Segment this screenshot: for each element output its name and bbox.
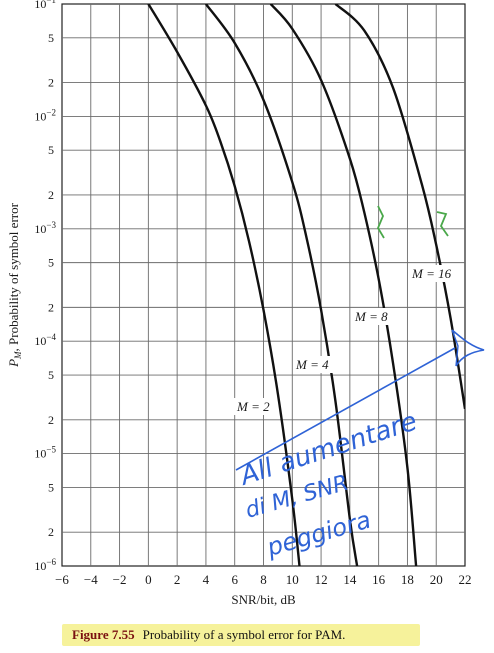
x-tick-label: −2 — [113, 572, 127, 587]
x-tick-label: 2 — [174, 572, 181, 587]
series-line — [204, 4, 359, 566]
x-tick-label: 22 — [459, 572, 472, 587]
series-label: M = 4 — [295, 357, 329, 372]
y-tick-label: 10−2 — [34, 107, 56, 123]
figure-caption-text: Probability of a symbol error for PAM. — [142, 627, 346, 642]
series-line — [334, 4, 465, 410]
series-label: M = 8 — [354, 309, 388, 324]
y-tick-label: 5 — [48, 368, 54, 382]
x-tick-label: 14 — [343, 572, 357, 587]
figure-number: Figure 7.55 — [72, 627, 135, 642]
x-tick-label: 12 — [315, 572, 328, 587]
annotation-arrow-stroke — [451, 329, 459, 367]
series-line — [269, 4, 418, 566]
x-tick-label: 8 — [260, 572, 267, 587]
x-tick-label: 10 — [286, 572, 299, 587]
green-mark-left — [376, 205, 385, 239]
y-tick-label: 10−1 — [34, 0, 56, 11]
annotation-arrow-line — [235, 347, 456, 471]
y-tick-label: 10−4 — [34, 332, 56, 348]
y-tick-label: 2 — [48, 188, 54, 202]
y-tick-label: 2 — [48, 413, 54, 427]
y-tick-label: 10−5 — [34, 445, 56, 461]
x-axis-label: SNR/bit, dB — [231, 592, 296, 607]
series-label-bg — [352, 308, 392, 325]
y-tick-label: 2 — [48, 525, 54, 539]
x-tick-label: −6 — [55, 572, 69, 587]
y-tick-label: 5 — [48, 31, 54, 45]
x-tick-label: 0 — [145, 572, 152, 587]
x-tick-label: 4 — [203, 572, 210, 587]
figure-caption: Figure 7.55 Probability of a symbol erro… — [62, 624, 420, 646]
y-tick-label: 10−6 — [34, 557, 56, 573]
y-tick-label: 2 — [48, 76, 54, 90]
x-tick-label: 18 — [401, 572, 414, 587]
y-axis-label: PM, Probability of symbol error — [6, 202, 23, 368]
y-tick-label: 5 — [48, 256, 54, 270]
green-mark-right — [436, 211, 449, 237]
series-label: M = 16 — [411, 266, 452, 281]
y-tick-label: 10−3 — [34, 220, 56, 236]
series-label: M = 2 — [236, 399, 270, 414]
annotation-arrow-head — [451, 329, 485, 367]
x-tick-label: −4 — [84, 572, 98, 587]
x-tick-label: 6 — [231, 572, 238, 587]
x-tick-label: 16 — [372, 572, 386, 587]
y-tick-label: 5 — [48, 143, 54, 157]
series-label-bg — [293, 356, 333, 373]
series-line — [147, 4, 301, 566]
y-tick-label: 5 — [48, 480, 54, 494]
series-label-bg — [409, 265, 456, 282]
x-tick-label: 20 — [430, 572, 443, 587]
y-tick-label: 2 — [48, 300, 54, 314]
series-label-bg — [234, 398, 274, 415]
